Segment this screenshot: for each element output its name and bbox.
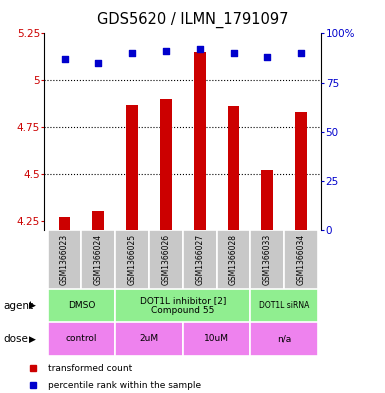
Text: GSM1366024: GSM1366024: [94, 234, 103, 285]
Text: control: control: [66, 334, 97, 343]
Bar: [48, 230, 82, 289]
Bar: [115, 230, 149, 289]
Bar: [251, 230, 284, 289]
Bar: [115, 289, 251, 322]
Text: GSM1366027: GSM1366027: [195, 234, 204, 285]
Text: GDS5620 / ILMN_1791097: GDS5620 / ILMN_1791097: [97, 12, 288, 28]
Text: n/a: n/a: [277, 334, 291, 343]
Text: GSM1366025: GSM1366025: [128, 234, 137, 285]
Bar: [217, 230, 251, 289]
Bar: [82, 230, 115, 289]
Bar: [183, 230, 217, 289]
Bar: [194, 52, 206, 230]
Bar: [48, 322, 115, 356]
Bar: [115, 322, 183, 356]
Text: transformed count: transformed count: [48, 364, 132, 373]
Text: percentile rank within the sample: percentile rank within the sample: [48, 381, 201, 390]
Text: GSM1366033: GSM1366033: [263, 234, 272, 285]
Point: [231, 50, 237, 56]
Point: [129, 50, 135, 56]
Bar: [59, 217, 70, 230]
Bar: [284, 230, 318, 289]
Text: DOT1L siRNA: DOT1L siRNA: [259, 301, 310, 310]
Bar: [183, 322, 251, 356]
Text: ▶: ▶: [28, 334, 35, 343]
Text: agent: agent: [4, 301, 34, 310]
Point: [197, 46, 203, 52]
Bar: [261, 170, 273, 230]
Bar: [48, 289, 115, 322]
Bar: [92, 211, 104, 230]
Bar: [251, 289, 318, 322]
Point: [95, 60, 101, 66]
Bar: [228, 107, 239, 230]
Text: GSM1366028: GSM1366028: [229, 234, 238, 285]
Bar: [160, 99, 172, 230]
Bar: [149, 230, 183, 289]
Text: GSM1366026: GSM1366026: [161, 234, 171, 285]
Point: [163, 48, 169, 54]
Bar: [126, 105, 138, 230]
Text: GSM1366023: GSM1366023: [60, 234, 69, 285]
Point: [62, 56, 68, 62]
Bar: [295, 112, 307, 230]
Bar: [251, 322, 318, 356]
Text: 2uM: 2uM: [139, 334, 159, 343]
Text: DOT1L inhibitor [2]
Compound 55: DOT1L inhibitor [2] Compound 55: [140, 296, 226, 315]
Point: [264, 54, 271, 60]
Text: DMSO: DMSO: [68, 301, 95, 310]
Point: [298, 50, 304, 56]
Text: 10uM: 10uM: [204, 334, 229, 343]
Text: dose: dose: [4, 334, 29, 344]
Text: GSM1366034: GSM1366034: [297, 234, 306, 285]
Text: ▶: ▶: [28, 301, 35, 310]
